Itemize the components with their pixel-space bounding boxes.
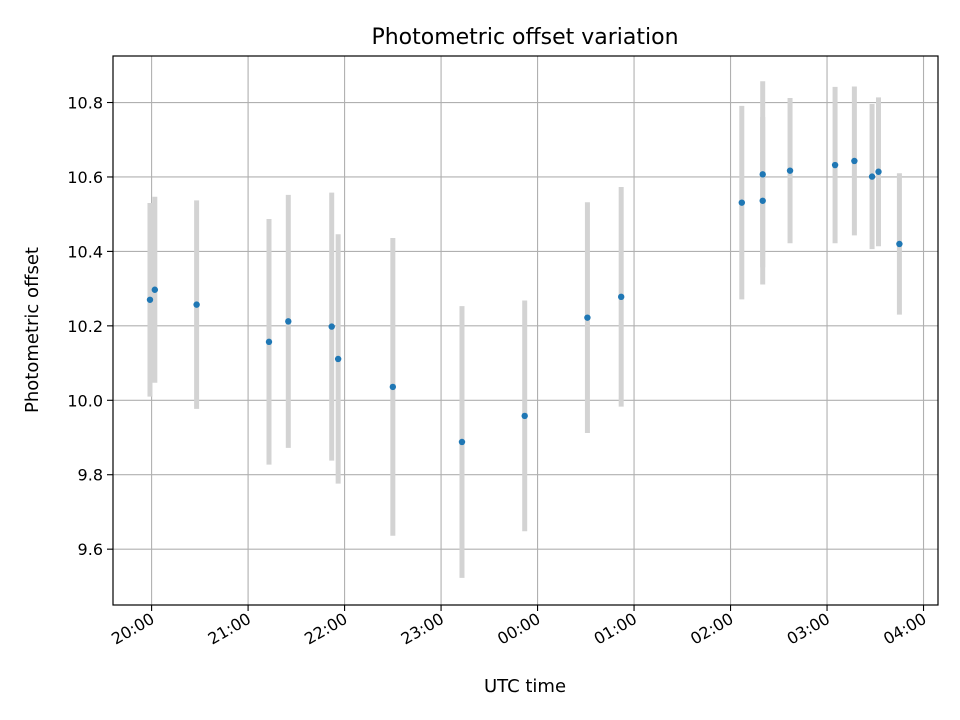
data-point: [146, 296, 154, 303]
y-axis-label: Photometric offset: [22, 247, 43, 413]
data-point: [851, 157, 858, 165]
data-point: [738, 199, 746, 206]
data-point: [285, 318, 292, 325]
data-point: [759, 197, 766, 204]
data-point: [328, 323, 335, 330]
plot-frame: [112, 55, 939, 606]
y-tick-label: 10.4: [67, 242, 103, 261]
data-point: [521, 412, 528, 420]
data-point: [831, 161, 839, 169]
data-points: [146, 157, 903, 446]
data-point: [617, 293, 625, 301]
x-axis-label: UTC time: [484, 676, 566, 697]
data-point: [868, 173, 876, 180]
data-point: [786, 167, 794, 174]
data-point: [389, 383, 397, 391]
data-point: [458, 438, 466, 446]
data-point: [584, 314, 591, 321]
chart-title: Photometric offset variation: [371, 25, 678, 50]
y-tick-label: 10.2: [67, 317, 103, 336]
y-tick-label: 9.6: [78, 540, 103, 559]
data-point: [896, 240, 903, 248]
data-point: [334, 355, 342, 363]
y-tick-label: 10.6: [67, 168, 103, 187]
y-tick-label: 10.0: [67, 391, 103, 410]
y-tick-label: 10.8: [67, 94, 103, 113]
data-point: [193, 301, 200, 308]
data-point: [265, 338, 273, 346]
data-point: [151, 286, 159, 293]
data-point: [875, 168, 882, 175]
data-point: [759, 171, 766, 178]
y-tick-label: 9.8: [78, 466, 103, 485]
y-axis: 9.6 9.8 10.0 10.2 10.4 10.6 10.8: [67, 94, 113, 559]
